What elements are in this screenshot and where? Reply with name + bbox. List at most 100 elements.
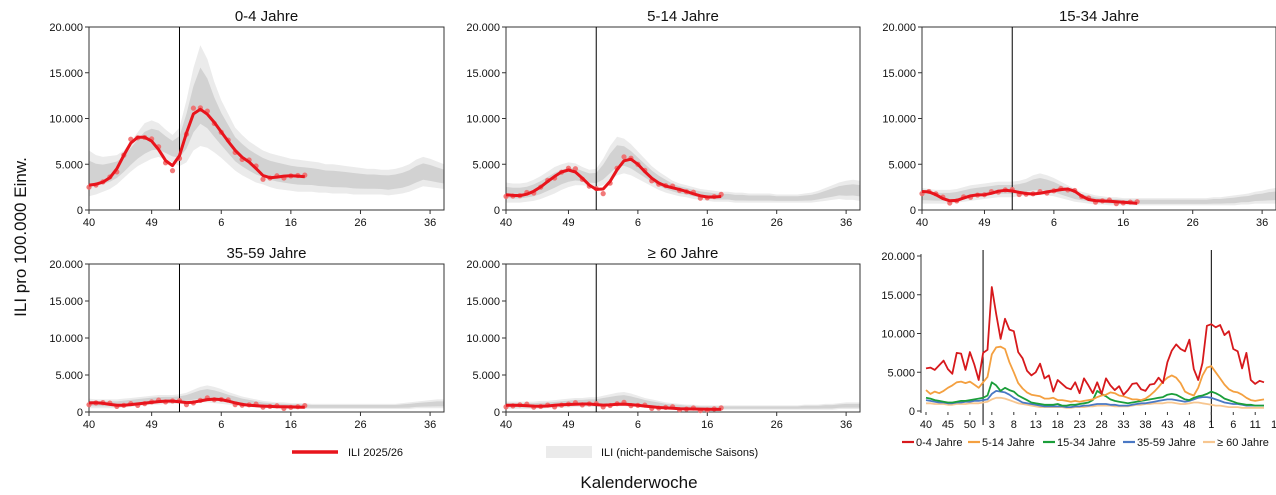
x-tick-label: 26 xyxy=(1187,217,1199,229)
panel-title: 0-4 Jahre xyxy=(235,8,298,25)
y-tick-label: 15.000 xyxy=(49,68,83,80)
y-tick-label: 20.000 xyxy=(466,22,500,34)
x-tick-label: 49 xyxy=(978,217,990,229)
data-point xyxy=(600,191,606,197)
y-tick-label: 10.000 xyxy=(466,114,500,126)
x-tick-label: 36 xyxy=(424,419,436,431)
y-tick-label: 0 xyxy=(77,407,83,419)
x-tick-label: 16 xyxy=(1271,419,1276,431)
x-tick-label: 6 xyxy=(635,419,641,431)
data-point xyxy=(621,154,627,160)
x-tick-label: 49 xyxy=(562,217,574,229)
x-tick-label: 16 xyxy=(1117,217,1129,229)
x-tick-label: 3 xyxy=(989,419,995,431)
x-tick-label: 23 xyxy=(1074,419,1086,431)
x-tick-label: 28 xyxy=(1095,419,1107,431)
range-band-inner xyxy=(89,67,444,190)
y-tick-label: 15.000 xyxy=(49,296,83,308)
x-tick-label: 26 xyxy=(771,217,783,229)
y-tick-label: 15.000 xyxy=(881,290,915,302)
x-tick-label: 49 xyxy=(562,419,574,431)
x-tick-label: 36 xyxy=(840,217,852,229)
x-tick-label: 48 xyxy=(1183,419,1195,431)
x-tick-label: 16 xyxy=(285,419,297,431)
x-tick-label: 6 xyxy=(1051,217,1057,229)
x-tick-label: 16 xyxy=(701,217,713,229)
legend-current-label: ILI 2025/26 xyxy=(348,447,403,459)
y-tick-label: 20.000 xyxy=(881,251,915,263)
panel-2: 0 5.000 10.000 15.000 20.000 40 49 6 16 26 36 5-14 … xyxy=(466,8,861,229)
x-tick-label: 36 xyxy=(1256,217,1268,229)
panel-4: 0 5.000 10.000 15.000 20.000 40 49 6 16 26 36 35-59… xyxy=(49,245,445,431)
x-tick-label: 45 xyxy=(942,419,954,431)
y-tick-label: 20.000 xyxy=(466,259,500,271)
data-point xyxy=(572,166,579,172)
y-tick-label: 0 xyxy=(910,205,916,217)
panel-frame xyxy=(505,263,861,413)
x-axis-label: Kalenderwoche xyxy=(580,473,697,492)
x-tick-label: 40 xyxy=(83,419,95,431)
panel-title: ≥ 60 Jahre xyxy=(648,245,719,262)
y-tick-label: 15.000 xyxy=(466,296,500,308)
legend-range-label: ILI (nicht-pandemische Saisons) xyxy=(601,447,758,459)
y-tick-label: 0 xyxy=(494,205,500,217)
x-tick-label: 16 xyxy=(701,419,713,431)
panel-title: 15-34 Jahre xyxy=(1059,8,1139,25)
legend-label-1: 0-4 Jahre xyxy=(916,437,962,449)
series-line-3 xyxy=(925,381,1264,407)
y-tick-label: 10.000 xyxy=(882,114,916,126)
y-tick-label: 5.000 xyxy=(888,159,916,171)
data-point xyxy=(169,168,176,174)
x-tick-label: 26 xyxy=(354,419,366,431)
legend-range-swatch xyxy=(546,446,592,458)
x-tick-label: 36 xyxy=(424,217,436,229)
y-tick-label: 0 xyxy=(494,407,500,419)
panel-title: 35-59 Jahre xyxy=(226,245,306,262)
x-tick-label: 36 xyxy=(840,419,852,431)
x-tick-label: 40 xyxy=(500,419,512,431)
legend-label-3: 15-34 Jahre xyxy=(1057,437,1116,449)
x-tick-label: 13 xyxy=(1030,419,1042,431)
y-tick-label: 0 xyxy=(77,205,83,217)
x-tick-label: 6 xyxy=(635,217,641,229)
x-tick-label: 26 xyxy=(354,217,366,229)
y-tick-label: 20.000 xyxy=(882,22,916,34)
panel-title: 5-14 Jahre xyxy=(647,8,719,25)
series-line-current xyxy=(921,187,1138,205)
panel-5: 0 5.000 10.000 15.000 20.000 40 49 6 16 26 36 ≥ 60 … xyxy=(466,245,861,431)
x-tick-label: 49 xyxy=(146,217,158,229)
legend-label-4: 35-59 Jahre xyxy=(1137,437,1196,449)
x-tick-label: 43 xyxy=(1161,419,1173,431)
series-line-current xyxy=(88,397,305,409)
x-tick-label: 38 xyxy=(1139,419,1151,431)
x-tick-label: 50 xyxy=(964,419,976,431)
y-tick-label: 5.000 xyxy=(887,367,915,379)
series-line-5 xyxy=(926,396,1264,409)
panel-frame xyxy=(921,26,1276,211)
x-tick-label: 6 xyxy=(1230,419,1236,431)
data-point xyxy=(260,176,266,182)
x-tick-label: 40 xyxy=(83,217,95,229)
y-tick-label: 0 xyxy=(909,406,915,418)
x-tick-label: 1 xyxy=(1208,419,1214,431)
series-line-current xyxy=(88,107,305,187)
x-tick-label: 6 xyxy=(218,419,224,431)
y-tick-label: 5.000 xyxy=(472,370,500,382)
data-point xyxy=(190,105,197,111)
series-line-2 xyxy=(925,345,1265,403)
y-tick-label: 5.000 xyxy=(55,159,83,171)
y-tick-label: 10.000 xyxy=(881,329,915,341)
y-tick-label: 15.000 xyxy=(882,68,916,80)
range-band-outer xyxy=(506,136,860,203)
legend-label-5: ≥ 60 Jahre xyxy=(1217,437,1269,449)
x-tick-label: 8 xyxy=(1011,419,1017,431)
y-tick-label: 10.000 xyxy=(49,333,83,345)
x-tick-label: 40 xyxy=(920,419,932,431)
x-tick-label: 11 xyxy=(1250,419,1261,431)
x-tick-label: 16 xyxy=(285,217,297,229)
x-tick-label: 26 xyxy=(771,419,783,431)
panel-frame xyxy=(88,263,445,413)
y-tick-label: 20.000 xyxy=(49,22,83,34)
